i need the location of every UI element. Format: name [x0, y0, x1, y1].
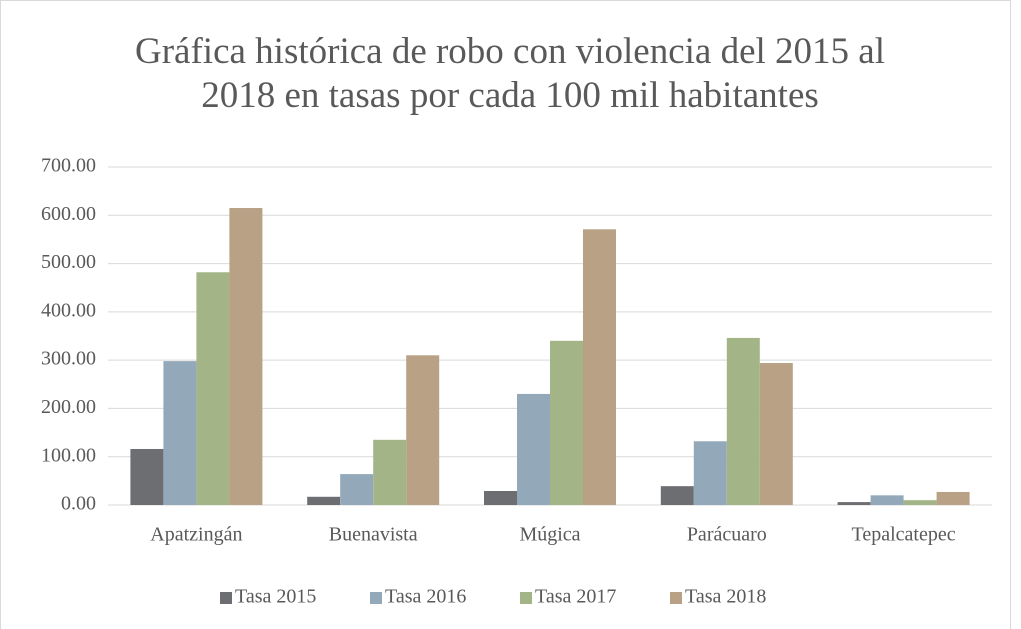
- bar: [936, 491, 970, 505]
- chart-title: Gráfica histórica de robo con violencia …: [135, 31, 885, 116]
- legend-swatch: [520, 592, 532, 604]
- bar: [759, 363, 793, 505]
- bar: [517, 393, 550, 505]
- y-tick-label: 0.00: [61, 493, 96, 515]
- bar: [340, 474, 374, 505]
- y-tick-label: 700.00: [41, 155, 96, 177]
- y-tick-label: 500.00: [41, 251, 96, 273]
- bar: [130, 448, 164, 505]
- x-tick-label: Múgica: [519, 524, 580, 546]
- bar: [229, 208, 263, 506]
- x-tick-label: Buenavista: [329, 524, 418, 546]
- y-tick-label: 400.00: [41, 299, 96, 321]
- bar: [373, 439, 407, 505]
- x-tick-label: Apatzingán: [150, 524, 242, 546]
- bar: [870, 495, 904, 505]
- legend-swatch: [670, 592, 682, 604]
- bar: [837, 502, 871, 505]
- bar: [406, 355, 440, 505]
- bar: [163, 361, 197, 505]
- bar: [550, 340, 583, 505]
- y-tick-label: 200.00: [41, 396, 96, 418]
- bar: [903, 500, 937, 505]
- y-tick-label: 100.00: [41, 444, 96, 466]
- legend-label: Tasa 2017: [535, 586, 616, 608]
- legend-label: Tasa 2016: [385, 586, 466, 608]
- bar: [726, 337, 760, 505]
- y-tick-label: 600.00: [41, 203, 96, 225]
- bar: [693, 441, 727, 505]
- x-tick-label: Parácuaro: [687, 524, 767, 546]
- y-tick-label: 300.00: [41, 348, 96, 370]
- bar: [196, 272, 230, 505]
- bar: [484, 490, 517, 505]
- legend-label: Tasa 2018: [685, 586, 766, 608]
- x-tick-label: Tepalcatepec: [852, 524, 956, 546]
- bar: [307, 496, 341, 505]
- bar: [583, 229, 616, 505]
- bar: [660, 486, 694, 505]
- legend-swatch: [220, 592, 232, 604]
- legend-label: Tasa 2015: [235, 586, 316, 608]
- legend-swatch: [370, 592, 382, 604]
